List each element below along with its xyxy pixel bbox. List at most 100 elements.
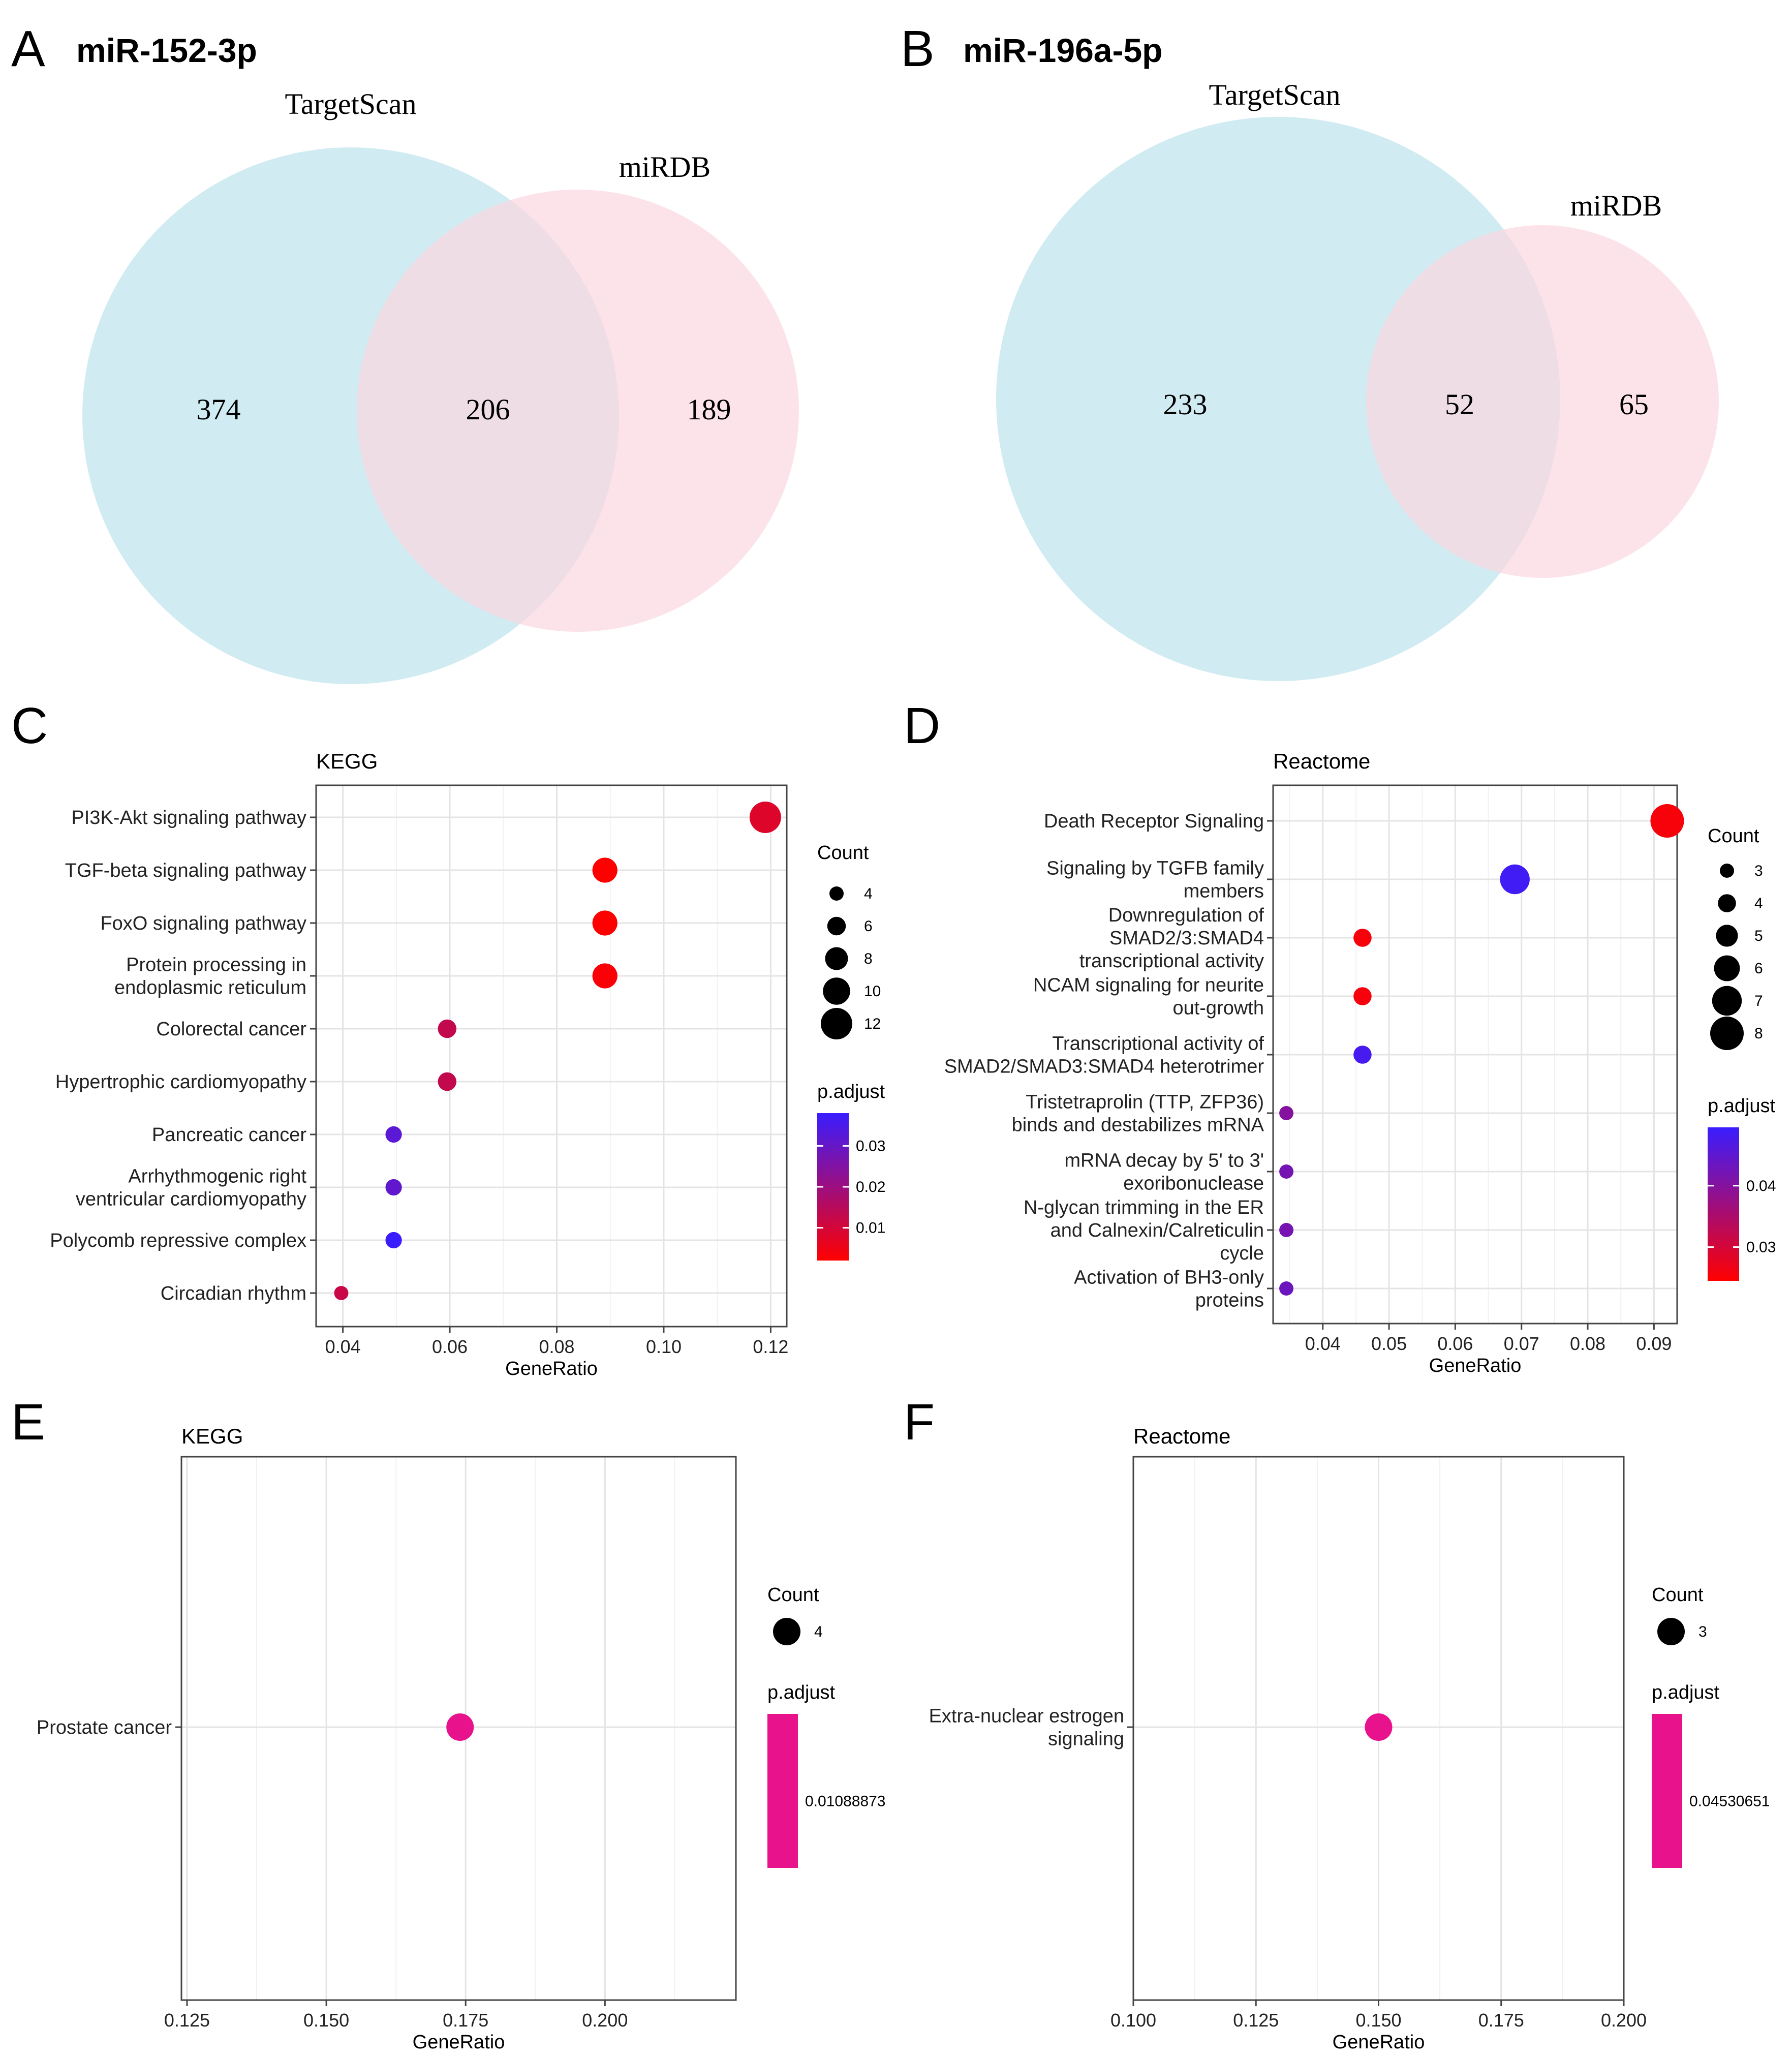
data-point xyxy=(1353,1046,1372,1064)
y-tick-label-line: Death Receptor Signaling xyxy=(1044,811,1264,832)
data-point xyxy=(1500,864,1530,895)
legend-count-label: 6 xyxy=(1754,960,1763,977)
y-tick-label-line: signaling xyxy=(1048,1729,1124,1750)
x-axis-label: GeneRatio xyxy=(1429,1355,1522,1376)
y-tick-label-line: proteins xyxy=(1195,1290,1264,1311)
y-tick-label: Downregulation of SMAD2/3:SMAD4 transcript… xyxy=(1079,905,1264,972)
y-tick-label-line: ventricular cardiomyopathy xyxy=(76,1189,306,1210)
y-tick-label-line: Downregulation of xyxy=(1108,905,1264,926)
y-tick-label-line: Polycomb repressive complex xyxy=(50,1230,306,1251)
legend-count-title: Count xyxy=(1708,825,1759,847)
x-tick-label: 0.07 xyxy=(1504,1333,1539,1354)
x-tick-label: 0.150 xyxy=(303,2010,349,2031)
legend-padj-colorbar xyxy=(1708,1127,1739,1281)
y-tick-label: Protein processing in endoplasmic reticul… xyxy=(114,955,306,999)
plot-c-border xyxy=(315,784,788,1328)
y-tick-label: Signaling by TGFB family members xyxy=(1046,858,1264,902)
x-tick-label: 0.06 xyxy=(432,1336,468,1357)
legend-count-circle xyxy=(1657,1618,1685,1645)
y-tick-label-line: SMAD2/3:SMAD4 xyxy=(1109,928,1264,949)
y-tick-label: Death Receptor Signaling xyxy=(1044,811,1264,832)
x-tick-label: 0.150 xyxy=(1355,2010,1401,2031)
legend-count-circle xyxy=(821,1008,852,1039)
y-tick-label-line: members xyxy=(1184,881,1264,902)
y-tick-label-line: Signaling by TGFB family xyxy=(1046,858,1264,879)
y-tick-label: mRNA decay by 5' to 3' exoribonuclease xyxy=(1064,1150,1264,1194)
legend-count-label: 3 xyxy=(1698,1623,1707,1640)
venn-b-left-count: 233 xyxy=(1163,388,1208,421)
y-tick-label-line: Activation of BH3-only xyxy=(1074,1267,1264,1288)
y-tick-label-line: Colorectal cancer xyxy=(156,1019,306,1040)
y-tick-label-line: and Calnexin/Calreticulin xyxy=(1051,1220,1264,1241)
venn-a: A miR-152-3p TargetScan miRDB 374 206 18… xyxy=(11,20,799,684)
legend-padj-label: 0.03 xyxy=(856,1138,885,1154)
x-tick-label: 0.200 xyxy=(1601,2010,1647,2031)
venn-b-left-label: TargetScan xyxy=(1209,78,1341,111)
legend-count-title: Count xyxy=(817,842,869,864)
x-axis-label: GeneRatio xyxy=(505,1358,598,1379)
y-tick-label: FoxO signaling pathway xyxy=(100,913,306,934)
venn-b-right-circle xyxy=(1366,225,1719,578)
legend-padj-label: 0.01088873 xyxy=(805,1793,886,1810)
y-tick-label: Hypertrophic cardiomyopathy xyxy=(55,1071,306,1093)
y-tick-label-line: Protein processing in xyxy=(126,955,306,976)
x-tick-label: 0.10 xyxy=(646,1336,682,1357)
legend-count-circle xyxy=(827,916,846,936)
legend-count-label: 12 xyxy=(864,1016,881,1032)
data-point xyxy=(592,910,617,936)
legend-count-circle xyxy=(1714,955,1740,981)
y-tick-label-line: Circadian rhythm xyxy=(161,1283,306,1304)
legend-count-label: 10 xyxy=(864,983,881,1000)
venn-a-right-circle xyxy=(357,190,799,632)
legend-count-circle xyxy=(1718,894,1736,912)
data-point xyxy=(1353,929,1372,947)
y-tick-label: Tristetraprolin (TTP, ZFP36) binds and de… xyxy=(1012,1092,1264,1136)
legend-count-label: 4 xyxy=(864,885,873,902)
y-tick-label-line: SMAD2/SMAD3:SMAD4 heterotrimer xyxy=(944,1056,1264,1078)
y-tick-label: Colorectal cancer xyxy=(156,1019,306,1040)
y-tick-label: N-glycan trimming in the ER and Calnexin/… xyxy=(1024,1197,1264,1264)
data-point xyxy=(1279,1106,1294,1120)
legend-count-title: Count xyxy=(767,1584,819,1606)
legend-count-circle xyxy=(1720,864,1734,878)
x-tick-label: 0.125 xyxy=(1233,2010,1279,2031)
y-tick-label: PI3K-Akt signaling pathway xyxy=(71,807,306,828)
venn-b-both-count: 52 xyxy=(1445,388,1474,421)
x-axis-label: GeneRatio xyxy=(413,2032,505,2053)
y-tick-label: Activation of BH3-only proteins xyxy=(1074,1267,1264,1311)
x-axis-label: GeneRatio xyxy=(1333,2032,1425,2053)
venn-b-right-count: 65 xyxy=(1619,388,1649,421)
x-tick-label: 0.100 xyxy=(1110,2010,1156,2031)
x-tick-label: 0.09 xyxy=(1636,1333,1672,1354)
y-tick-label-line: NCAM signaling for neurite xyxy=(1033,975,1264,996)
panel-letter-f: F xyxy=(904,1394,935,1451)
plot-e-title: KEGG xyxy=(181,1424,243,1448)
legend-count-label: 4 xyxy=(814,1623,823,1640)
y-tick-label-line: Hypertrophic cardiomyopathy xyxy=(55,1071,306,1093)
y-tick-label: Prostate cancer xyxy=(37,1717,172,1738)
legend-padj-label: 0.04 xyxy=(1746,1178,1776,1194)
x-tick-label: 0.05 xyxy=(1371,1333,1407,1354)
legend-count-label: 8 xyxy=(1754,1025,1763,1042)
legend-count-label: 6 xyxy=(864,918,873,935)
venn-a-both-count: 206 xyxy=(466,393,510,426)
venn-b-left-circle xyxy=(996,117,1560,681)
y-tick-label: Pancreatic cancer xyxy=(152,1124,306,1146)
legend-padj-colorbar xyxy=(767,1714,798,1868)
legend-padj-label: 0.03 xyxy=(1746,1239,1776,1256)
y-tick-label-line: transcriptional activity xyxy=(1079,950,1264,972)
y-tick-label-line: Extra-nuclear estrogen xyxy=(929,1706,1124,1727)
y-tick-label: Polycomb repressive complex xyxy=(50,1230,306,1251)
legend-count-circle xyxy=(1716,925,1738,947)
y-tick-label-line: Prostate cancer xyxy=(37,1717,172,1738)
panel-letter-e: E xyxy=(11,1394,45,1451)
panel-letter-c: C xyxy=(11,697,48,754)
y-tick-label-line: FoxO signaling pathway xyxy=(100,913,306,934)
legend-count-circle xyxy=(825,947,848,970)
legend-count-label: 8 xyxy=(864,950,873,967)
x-tick-label: 0.125 xyxy=(164,2010,210,2031)
legend-count-label: 7 xyxy=(1754,993,1763,1009)
data-point xyxy=(749,802,781,833)
legend-padj-label: 0.01 xyxy=(856,1220,885,1237)
data-point xyxy=(385,1232,402,1249)
